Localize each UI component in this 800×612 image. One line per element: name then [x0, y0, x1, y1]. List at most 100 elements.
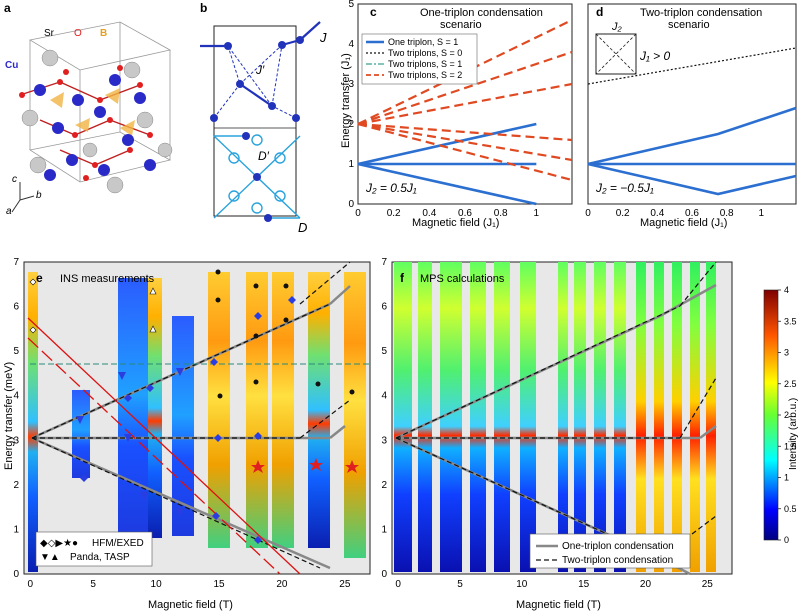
panel-a: a: [4, 1, 173, 217]
panel-e-ylabel: Energy transfer (meV): [3, 362, 15, 470]
d-series-1-line-0: [587, 47, 797, 85]
panel-b-letter: b: [200, 1, 207, 15]
e-ytick-7: 7: [13, 257, 19, 268]
legend-one-triplon: One triplon, S = 1: [388, 37, 458, 47]
inset-j1: J₁ > 0: [639, 49, 670, 63]
f-ytick-4: 4: [381, 391, 387, 402]
panel-f-axes: 0 5 10 15 20 25 0 1 2 3 4 5 6 7: [381, 257, 713, 590]
c-ytick-0: 0: [348, 199, 354, 210]
panel-f-title: MPS calculations: [420, 273, 505, 285]
panel-e-letter: e: [36, 271, 43, 285]
coupling-j: J: [319, 30, 327, 45]
label-b: B: [100, 28, 107, 39]
c-ytick-4: 4: [348, 39, 354, 50]
panel-d-inset: J₂ J₁ > 0: [595, 21, 670, 75]
e-ytick-0: 0: [13, 569, 19, 580]
c-series-1-line-4: [357, 122, 573, 162]
legend-panda-tasp: Panda, TASP: [70, 552, 130, 563]
f-xtick-5: 25: [702, 579, 714, 590]
legend-two-triplon-s1: Two triplons, S = 1: [388, 59, 462, 69]
jprime-bonds: [213, 44, 297, 119]
f-ytick-7: 7: [381, 257, 387, 268]
panel-c-title-line2: scenario: [440, 19, 482, 31]
legend-two-triplon-s2: Two triplons, S = 2: [388, 70, 462, 80]
d-xtick-0: 0: [585, 208, 591, 219]
f-xtick-0: 0: [395, 579, 401, 590]
panel-e-markers: [29, 269, 359, 544]
c-series-1-line-5: [357, 122, 573, 182]
panel-a-letter: a: [4, 1, 11, 15]
c-xtick-4: 0.8: [494, 208, 508, 219]
panel-d-data: 0 0.2 0.4 0.6 0.8 1: [585, 47, 797, 219]
sr-atoms: [21, 49, 173, 194]
panel-e-legend: ◆◇▶★● HFM/EXED ▼▲ Panda, TASP: [35, 531, 153, 567]
colorbar-ticklabel-5: 2.5: [784, 379, 797, 389]
f-xtick-3: 15: [578, 579, 590, 590]
panel-e-title: INS measurements: [60, 273, 155, 285]
panel-d-xlabel: Magnetic field (J₁): [640, 217, 727, 229]
panel-c-ylabel: Energy transfer (J₁): [340, 53, 352, 148]
c-ytick-1: 1: [348, 159, 354, 170]
bond-network: [19, 81, 151, 166]
c-series-1-line-1: [357, 50, 573, 126]
svg-text:▼▲: ▼▲: [40, 552, 60, 563]
colorbar-ticklabel-8: 4: [784, 285, 789, 295]
e-ytick-6: 6: [13, 302, 19, 313]
axis-label-b: b: [36, 190, 42, 201]
colorbar-ticks: 0 0.5 1 1.5 2 2.5 3 3.5 4: [778, 285, 797, 545]
panel-f-xlabel: Magnetic field (T): [516, 599, 601, 611]
c-ytick-3: 3: [348, 79, 354, 90]
f-ytick-1: 1: [381, 524, 387, 535]
label-cu: Cu: [5, 60, 18, 71]
c-xtick-3: 0.6: [458, 208, 472, 219]
panel-c-title-line1: One-triplon condensation: [420, 7, 543, 19]
panel-d-letter: d: [596, 5, 603, 19]
panel-c-annotation: J₂ = 0.5J₁: [365, 181, 417, 195]
colorbar-ticklabel-3: 1.5: [784, 441, 797, 451]
d-xtick-2: 0.4: [650, 208, 664, 219]
f-ytick-2: 2: [381, 480, 387, 491]
c-xtick-2: 0.4: [422, 208, 436, 219]
e-xtick-4: 20: [276, 579, 288, 590]
f-xtick-1: 5: [457, 579, 463, 590]
axes-triad: [11, 182, 35, 213]
legend-hfm-exed: HFM/EXED: [92, 538, 144, 549]
c-xtick-1: 0.2: [387, 208, 401, 219]
e-xtick-5: 25: [339, 579, 351, 590]
colorbar-gradient: [763, 289, 779, 541]
cu-atoms: [34, 74, 156, 181]
e-xtick-2: 10: [151, 579, 163, 590]
panel-c-xlabel: Magnetic field (J₁): [412, 217, 499, 229]
colorbar-label: Intensity (arb.u.): [788, 398, 799, 470]
e-xtick-1: 5: [90, 579, 96, 590]
panel-e: e INS measurements ◆◇▶★● HFM/EXED ▼▲ Pan…: [3, 257, 371, 611]
c-series-1-line-3: [357, 122, 573, 142]
e-ytick-5: 5: [13, 346, 19, 357]
colorbar-ticklabel-1: 0.5: [784, 504, 797, 514]
panel-b: b J J′ D′ D: [200, 1, 327, 235]
coupling-dprime: D′: [258, 149, 270, 163]
d-xtick-3: 0.6: [685, 208, 699, 219]
e-xtick-3: 15: [213, 579, 225, 590]
legend-two-triplon-s0: Two triplons, S = 0: [388, 48, 462, 58]
label-sr: Sr: [44, 28, 55, 39]
panel-d-annotation: J₂ = −0.5J₁: [595, 181, 654, 195]
c-xtick-5: 1: [534, 208, 540, 219]
d-xtick-4: 0.8: [720, 208, 734, 219]
panel-f-letter: f: [400, 271, 405, 285]
legend-one-triplon-condensation: One-triplon condensation: [562, 541, 674, 552]
label-o: O: [74, 28, 82, 39]
panel-e-axes: 0 5 10 15 20 25 0 1 2 3 4 5 6 7: [13, 257, 350, 590]
colorbar-ticklabel-7: 3.5: [784, 316, 797, 326]
f-ytick-6: 6: [381, 302, 387, 313]
borate-triangles: [50, 88, 135, 136]
f-xtick-4: 20: [640, 579, 652, 590]
c-series-1-line-2: [357, 82, 573, 126]
panel-f-legend: One-triplon condensation Two-triplon con…: [529, 533, 691, 569]
axis-label-a: a: [6, 206, 12, 217]
colorbar-ticklabel-6: 3: [784, 348, 789, 358]
d-xtick-1: 0.2: [616, 208, 630, 219]
e-ytick-3: 3: [13, 435, 19, 446]
colorbar-ticklabel-2: 1: [784, 473, 789, 483]
inset-j2: J₂: [611, 21, 623, 33]
